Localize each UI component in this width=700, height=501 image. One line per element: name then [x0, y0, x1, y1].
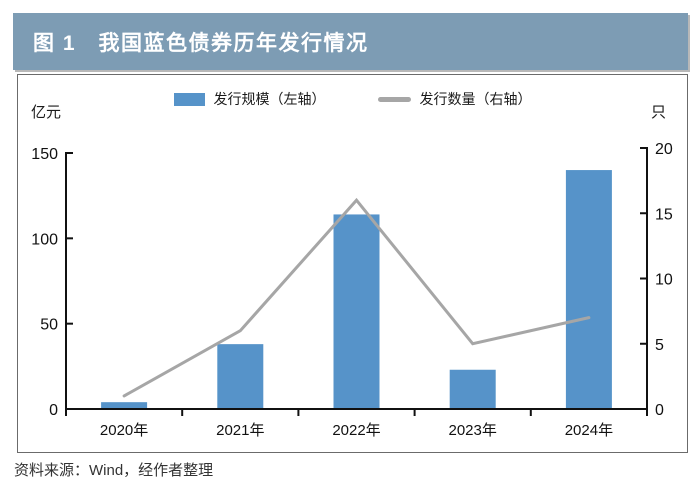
- legend-label-line-series: 发行数量（右轴）: [419, 91, 532, 107]
- x-axis-tick-label: 2020年: [100, 422, 148, 439]
- x-axis-tick-label: 2022年: [332, 422, 380, 439]
- right-axis-unit-label: 只: [650, 104, 666, 121]
- right-axis-tick-label: 10: [655, 272, 673, 289]
- left-axis-tick-label: 150: [31, 146, 58, 163]
- x-axis-tick-label: 2021年: [216, 422, 264, 439]
- bar-2021年: [217, 344, 264, 409]
- bar-series-swatch-icon: [173, 92, 205, 106]
- right-axis-tick-label: 15: [655, 206, 673, 223]
- figure-title-bar: 图 1 我国蓝色债券历年发行情况: [13, 13, 688, 70]
- figure-title: 图 1 我国蓝色债券历年发行情况: [33, 31, 369, 55]
- line-series: [122, 197, 591, 398]
- chart-frame: 发行规模（左轴） 发行数量（右轴） 亿元 只 0 50 100 150 0 5 10 15 20…: [17, 74, 688, 453]
- bar-2022年: [333, 214, 380, 409]
- legend-item-line-series: 发行数量（右轴）: [377, 89, 532, 109]
- right-axis-tick-label: 20: [655, 141, 673, 158]
- left-axis-unit-label: 亿元: [31, 104, 62, 121]
- x-axis-tick-label: 2024年: [565, 422, 613, 439]
- line-series-swatch-icon: [377, 96, 411, 102]
- left-axis-tick-label: 50: [40, 317, 58, 334]
- x-axis-tick-label: 2023年: [449, 422, 497, 439]
- chart-plot: 0 50 100 150 0 5 10 15 20 2020年 2021年 2022年 2023年 202…: [31, 141, 673, 439]
- right-axis-tick-label: 5: [655, 337, 664, 354]
- bar-2023年: [449, 369, 496, 409]
- source-note: 资料来源：Wind，经作者整理: [14, 462, 214, 479]
- bar-2024年: [565, 170, 612, 409]
- bar-2020年: [101, 402, 148, 409]
- left-axis-tick-label: 100: [31, 231, 58, 248]
- legend-item-bar-series: 发行规模（左轴）: [173, 89, 326, 109]
- chart-legend: 发行规模（左轴） 发行数量（右轴）: [18, 89, 687, 109]
- right-axis-tick-label: 0: [655, 402, 664, 419]
- legend-label-bar-series: 发行规模（左轴）: [213, 91, 326, 107]
- left-axis-tick-label: 0: [49, 402, 58, 419]
